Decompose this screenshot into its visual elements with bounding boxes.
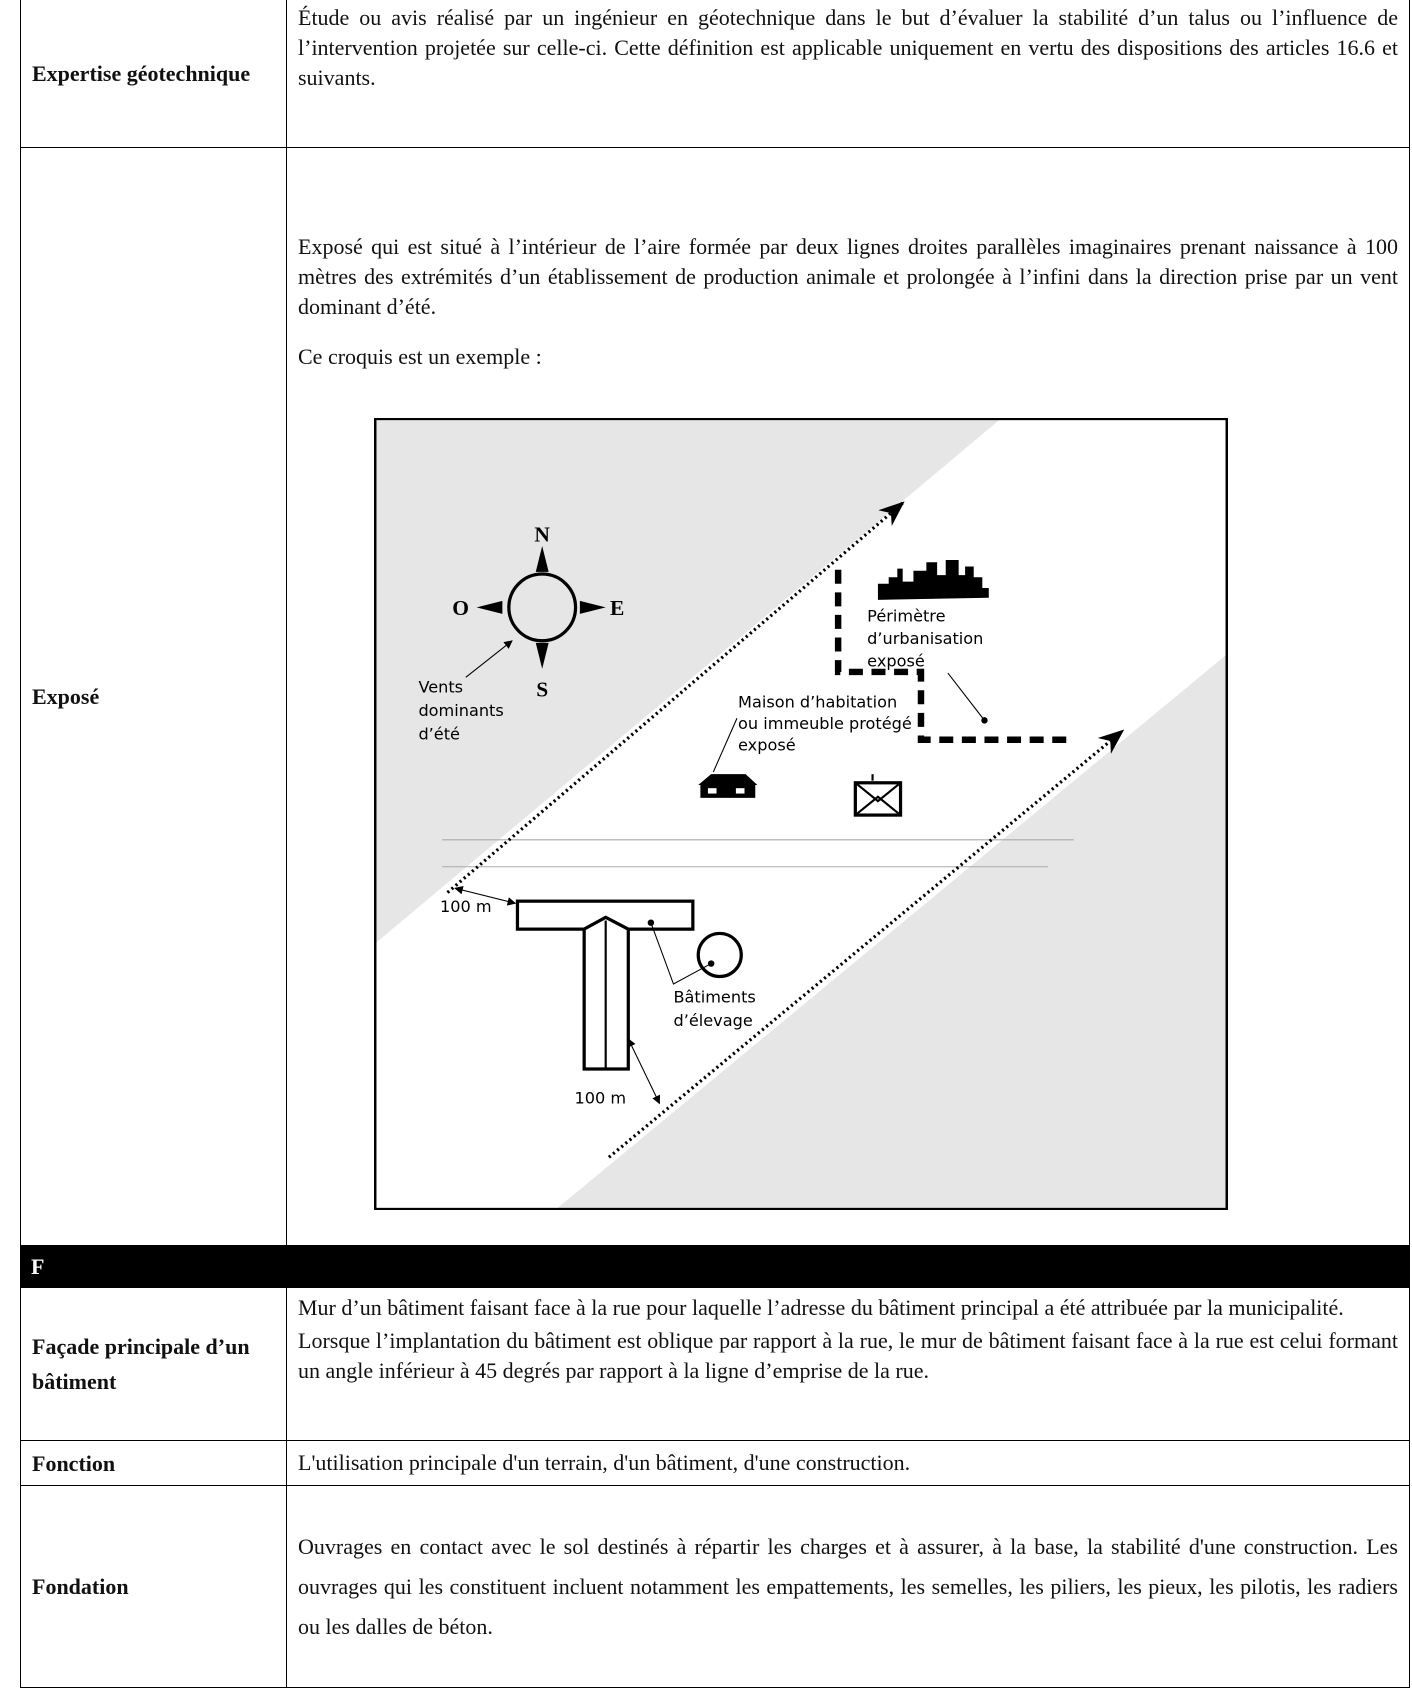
row: Fondation Ouvrages en contact avec le so… [20, 1485, 1410, 1688]
paragraph: Mur d’un bâtiment faisant face à la rue … [298, 1295, 1344, 1320]
label: exposé [867, 652, 925, 671]
label: Maison d’habitation [738, 692, 897, 711]
section-letter: F [20, 1245, 1410, 1288]
label: Bâtiments [673, 987, 755, 1006]
figure-labels: N O E S Vents dominants d’été Périmètre … [418, 523, 983, 1108]
definition: Étude ou avis réalisé par un ingénieur e… [286, 0, 1410, 148]
compass-s: S [536, 678, 548, 702]
label: ou immeuble protégé [738, 714, 912, 733]
term: Façade principale d’un bâtiment [20, 1287, 287, 1441]
term: Exposé [20, 147, 287, 1246]
row: Façade principale d’un bâtiment Mur d’un… [20, 1287, 1410, 1441]
label: 100 m [440, 897, 492, 916]
compass-o: O [452, 596, 469, 620]
definition: L'utilisation principale d'un terrain, d… [286, 1440, 1410, 1486]
section-header: F [20, 1245, 1410, 1288]
row: Expertise géotechnique Étude ou avis réa… [20, 0, 1410, 148]
label: Vents [418, 677, 463, 696]
definitions-table: Expertise géotechnique Étude ou avis réa… [20, 0, 1410, 1688]
paragraph: Exposé qui est situé à l’intérieur de l’… [298, 234, 1398, 319]
label: exposé [738, 736, 796, 755]
term: Fonction [20, 1440, 287, 1486]
paragraph: Ouvrages en contact avec le sol destinés… [298, 1533, 1398, 1639]
term: Fondation [20, 1485, 287, 1688]
paragraph: L'utilisation principale d'un terrain, d… [298, 1450, 911, 1475]
compass-e: E [610, 596, 624, 620]
compass-n: N [534, 523, 550, 547]
definition: Exposé qui est situé à l’intérieur de l’… [286, 147, 1410, 1246]
definition: Ouvrages en contact avec le sol destinés… [286, 1485, 1410, 1688]
label: d’été [418, 725, 460, 744]
paragraph: Lorsque l’implantation du bâtiment est o… [298, 1328, 1398, 1383]
row: Fonction L'utilisation principale d'un t… [20, 1440, 1410, 1486]
row: Exposé Exposé qui est situé à l’intérieu… [20, 147, 1410, 1246]
label: 100 m [574, 1088, 626, 1107]
label: dominants [418, 701, 503, 720]
term: Expertise géotechnique [20, 0, 287, 148]
label: d’urbanisation [867, 629, 983, 648]
label: d’élevage [673, 1011, 752, 1030]
paragraph: Ce croquis est un exemple : [298, 344, 542, 369]
paragraph: Étude ou avis réalisé par un ingénieur e… [298, 5, 1398, 90]
definition: Mur d’un bâtiment faisant face à la rue … [286, 1287, 1410, 1441]
label: Périmètre [867, 606, 945, 625]
diagram: N O E S Vents dominants d’été Périmètre … [374, 418, 1228, 1210]
